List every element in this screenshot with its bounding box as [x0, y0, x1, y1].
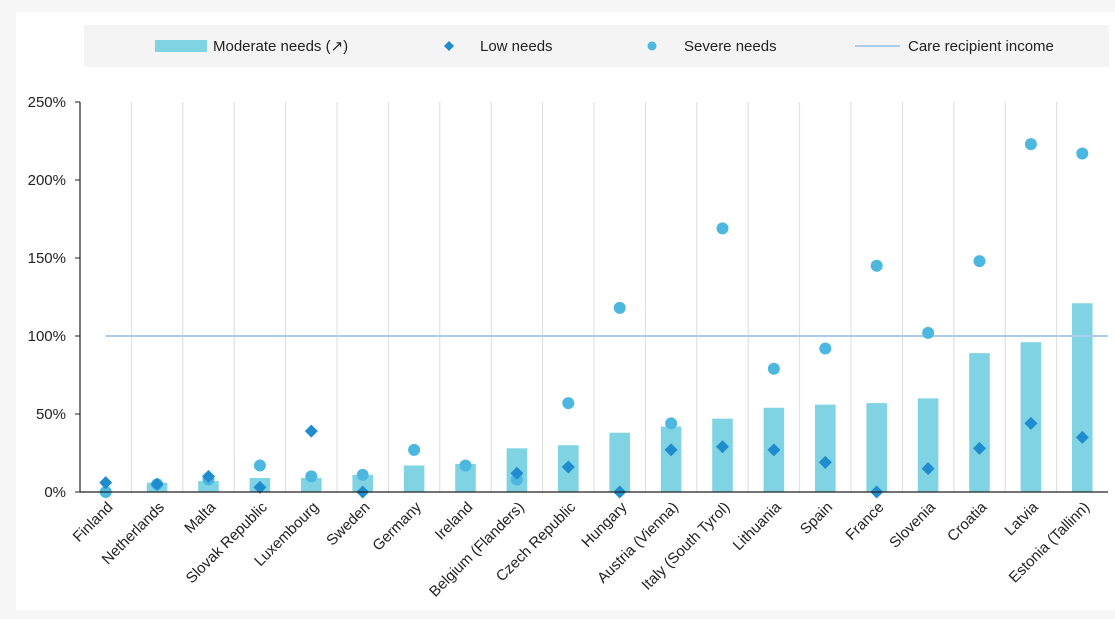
- marker-low-needs: [561, 460, 575, 474]
- marker-severe-needs: [408, 443, 421, 456]
- bar-moderate-needs: [198, 481, 219, 492]
- y-axis: 0% 50% 100% 150% 200% 250%: [28, 94, 81, 501]
- marker-severe-needs: [613, 301, 626, 314]
- legend-swatch-severe-needs: [647, 41, 657, 51]
- y-tick-label: 50%: [36, 406, 66, 423]
- marker-low-needs: [1075, 430, 1089, 444]
- bar-moderate-needs: [969, 353, 990, 492]
- bar-moderate-needs: [301, 477, 322, 492]
- y-tick-label: 200%: [28, 172, 66, 189]
- marker-severe-needs: [973, 255, 986, 268]
- markers: [99, 138, 1089, 499]
- marker-severe-needs: [1076, 147, 1089, 160]
- marker-low-needs: [1024, 416, 1038, 430]
- legend-swatch-low-needs: [444, 41, 454, 51]
- marker-low-needs: [304, 424, 318, 438]
- bar-moderate-needs: [815, 404, 836, 492]
- marker-severe-needs: [459, 459, 472, 472]
- legend-box: [84, 25, 1109, 67]
- marker-low-needs: [150, 477, 164, 491]
- legend-label-care-recipient-income: Care recipient income: [908, 38, 1054, 55]
- marker-severe-needs: [819, 342, 832, 355]
- bar-moderate-needs: [866, 403, 887, 492]
- marker-severe-needs: [253, 459, 266, 472]
- marker-severe-needs: [922, 326, 935, 339]
- marker-low-needs: [202, 469, 215, 483]
- marker-low-needs: [510, 466, 524, 480]
- marker-severe-needs: [870, 259, 883, 272]
- legend-swatch-moderate-needs: [155, 40, 207, 52]
- bar-moderate-needs: [660, 426, 682, 492]
- marker-low-needs: [664, 443, 678, 457]
- bars-moderate-needs: [146, 303, 1093, 492]
- marker-low-needs: [767, 443, 781, 457]
- bar-moderate-needs: [455, 463, 476, 492]
- y-tick-label: 100%: [28, 328, 66, 345]
- y-tick-label: 150%: [28, 250, 66, 267]
- bar-moderate-needs: [352, 474, 373, 492]
- marker-low-needs: [921, 462, 935, 476]
- marker-severe-needs: [716, 222, 729, 235]
- bar-moderate-needs: [1072, 303, 1093, 492]
- marker-severe-needs: [767, 362, 780, 375]
- marker-severe-needs: [562, 397, 575, 410]
- chart-background: [16, 12, 1115, 610]
- legend-label-moderate-needs: Moderate needs (↗): [213, 38, 348, 55]
- marker-low-needs: [99, 476, 113, 490]
- marker-low-needs: [253, 480, 267, 494]
- marker-low-needs: [973, 441, 986, 455]
- legend-label-low-needs: Low needs: [480, 38, 553, 55]
- marker-low-needs: [818, 455, 832, 469]
- grid: [130, 102, 1058, 492]
- marker-low-needs: [716, 440, 729, 454]
- y-tick-label: 250%: [28, 94, 66, 111]
- bar-moderate-needs: [917, 398, 939, 492]
- legend: Moderate needs (↗) Low needs Severe needs C…: [155, 38, 1054, 55]
- bar-moderate-needs: [712, 418, 733, 492]
- bar-moderate-needs: [609, 432, 630, 492]
- marker-severe-needs: [305, 470, 318, 483]
- marker-severe-needs: [665, 417, 678, 430]
- marker-severe-needs: [1024, 138, 1037, 151]
- y-tick-label: 0%: [44, 484, 66, 501]
- marker-severe-needs: [356, 468, 369, 481]
- bar-moderate-needs: [403, 465, 425, 492]
- legend-label-severe-needs: Severe needs: [684, 38, 777, 55]
